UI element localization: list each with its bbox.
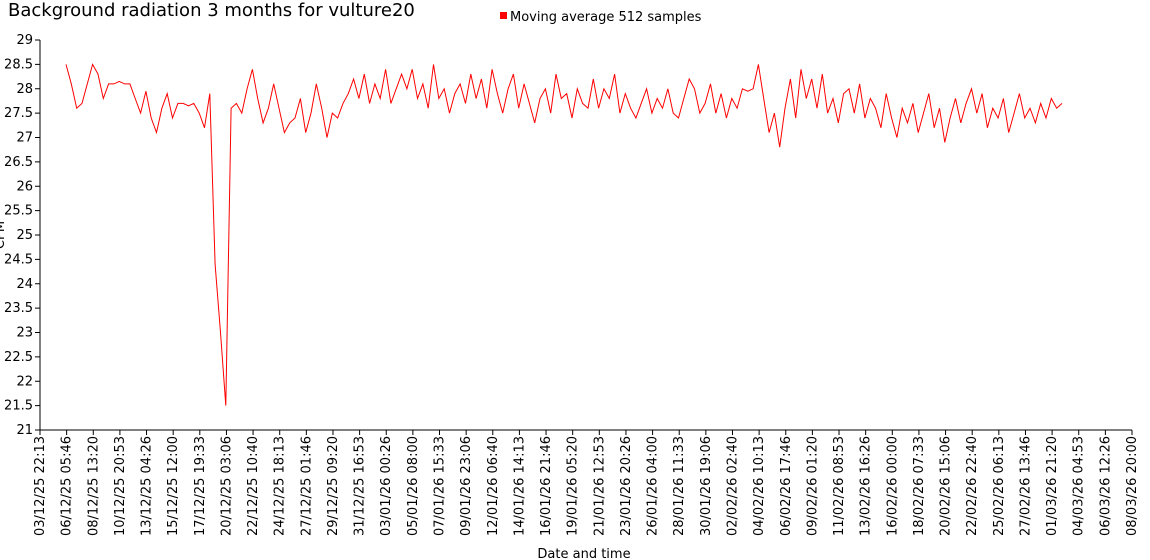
x-tick-label: 04/02/26 10:13 <box>752 436 767 536</box>
y-tick-label: 29 <box>16 33 33 48</box>
x-tick-label: 21/01/26 12:53 <box>592 436 607 536</box>
x-tick-label: 08/12/25 13:20 <box>86 436 101 536</box>
x-axis: 03/12/25 22:13 06/12/25 05:46 08/12/25 13:… <box>33 429 1140 560</box>
x-tick-label: 25/02/26 06:13 <box>992 436 1007 536</box>
y-tick-label: 21 <box>16 423 33 438</box>
y-tick-label: 23 <box>16 326 33 341</box>
x-tick-label: 24/12/25 18:13 <box>273 436 288 536</box>
x-tick-label: 13/02/26 16:26 <box>859 436 874 536</box>
y-tick-label: 23.5 <box>4 301 33 316</box>
x-tick-label: 27/12/25 01:46 <box>299 436 314 536</box>
x-tick-label: 09/01/26 23:06 <box>459 436 474 536</box>
x-tick-label: 03/12/25 22:13 <box>33 436 48 536</box>
x-tick-label: 03/01/26 00:26 <box>379 436 394 536</box>
x-tick-label: 07/01/26 15:33 <box>433 436 448 536</box>
x-tick-label: 16/01/26 21:46 <box>539 436 554 536</box>
x-tick-label: 28/01/26 11:33 <box>672 436 687 536</box>
x-tick-label: 27/02/26 13:46 <box>1018 436 1033 536</box>
legend-swatch <box>500 12 507 19</box>
y-tick-label: 27.5 <box>4 106 33 121</box>
x-tick-label: 20/12/25 03:06 <box>219 436 234 536</box>
x-tick-label: 10/12/25 20:53 <box>113 436 128 536</box>
series-group <box>65 63 1063 406</box>
y-tick-label: 22 <box>16 374 33 389</box>
y-tick-label: 24.5 <box>4 252 33 267</box>
x-tick-label: 08/03/26 20:00 <box>1125 436 1140 536</box>
x-tick-label: 06/12/25 05:46 <box>60 436 75 536</box>
y-tick-label: 21.5 <box>4 399 33 414</box>
x-tick-label: 19/01/26 05:20 <box>566 436 581 536</box>
x-tick-label: 06/02/26 17:46 <box>779 436 794 536</box>
x-tick-label: 06/03/26 12:26 <box>1098 436 1113 536</box>
y-axis-label: CPM <box>0 221 8 249</box>
x-tick-label: 17/12/25 19:33 <box>193 436 208 536</box>
y-tick-label: 25.5 <box>4 204 33 219</box>
x-tick-label: 14/01/26 14:13 <box>512 436 527 536</box>
y-axis: 21 21.5 22 22.5 23 23.5 24 24.5 25 25.5 26 26.5 27 27… <box>0 33 41 438</box>
x-tick-label: 29/12/25 09:20 <box>326 436 341 536</box>
x-tick-label: 09/02/26 01:20 <box>805 436 820 536</box>
x-tick-label: 26/01/26 04:00 <box>646 436 661 536</box>
x-tick-label: 18/02/26 07:33 <box>912 436 927 536</box>
x-tick-label: 15/12/25 12:00 <box>166 436 181 536</box>
y-tick-label: 22.5 <box>4 350 33 365</box>
y-tick-label: 27 <box>16 131 33 146</box>
x-tick-label: 12/01/26 06:40 <box>486 436 501 536</box>
x-tick-label: 23/01/26 20:26 <box>619 436 634 536</box>
x-tick-label: 16/02/26 00:00 <box>885 436 900 536</box>
y-tick-label: 28.5 <box>4 57 33 72</box>
x-axis-label: Date and time <box>537 547 630 560</box>
x-tick-label: 11/02/26 08:53 <box>832 436 847 536</box>
y-tick-label: 25 <box>16 228 33 243</box>
legend: Moving average 512 samples <box>500 10 702 25</box>
series-line <box>65 63 1063 406</box>
x-tick-label: 13/12/25 04:26 <box>140 436 155 536</box>
legend-label: Moving average 512 samples <box>510 10 702 25</box>
x-tick-label: 01/03/26 21:20 <box>1045 436 1060 536</box>
x-tick-label: 31/12/25 16:53 <box>353 436 368 536</box>
y-tick-label: 28 <box>16 82 33 97</box>
x-tick-label: 04/03/26 04:53 <box>1072 436 1087 536</box>
y-tick-label: 26 <box>16 179 33 194</box>
x-tick-label: 22/02/26 22:40 <box>965 436 980 536</box>
x-tick-label: 05/01/26 08:00 <box>406 436 421 536</box>
y-tick-label: 24 <box>16 277 33 292</box>
x-tick-label: 30/01/26 19:06 <box>699 436 714 536</box>
y-tick-label: 26.5 <box>4 155 33 170</box>
chart-title: Background radiation 3 months for vultur… <box>8 0 415 21</box>
x-tick-label: 02/02/26 02:40 <box>725 436 740 536</box>
x-tick-label: 20/02/26 15:06 <box>939 436 954 536</box>
x-tick-label: 22/12/25 10:40 <box>246 436 261 536</box>
